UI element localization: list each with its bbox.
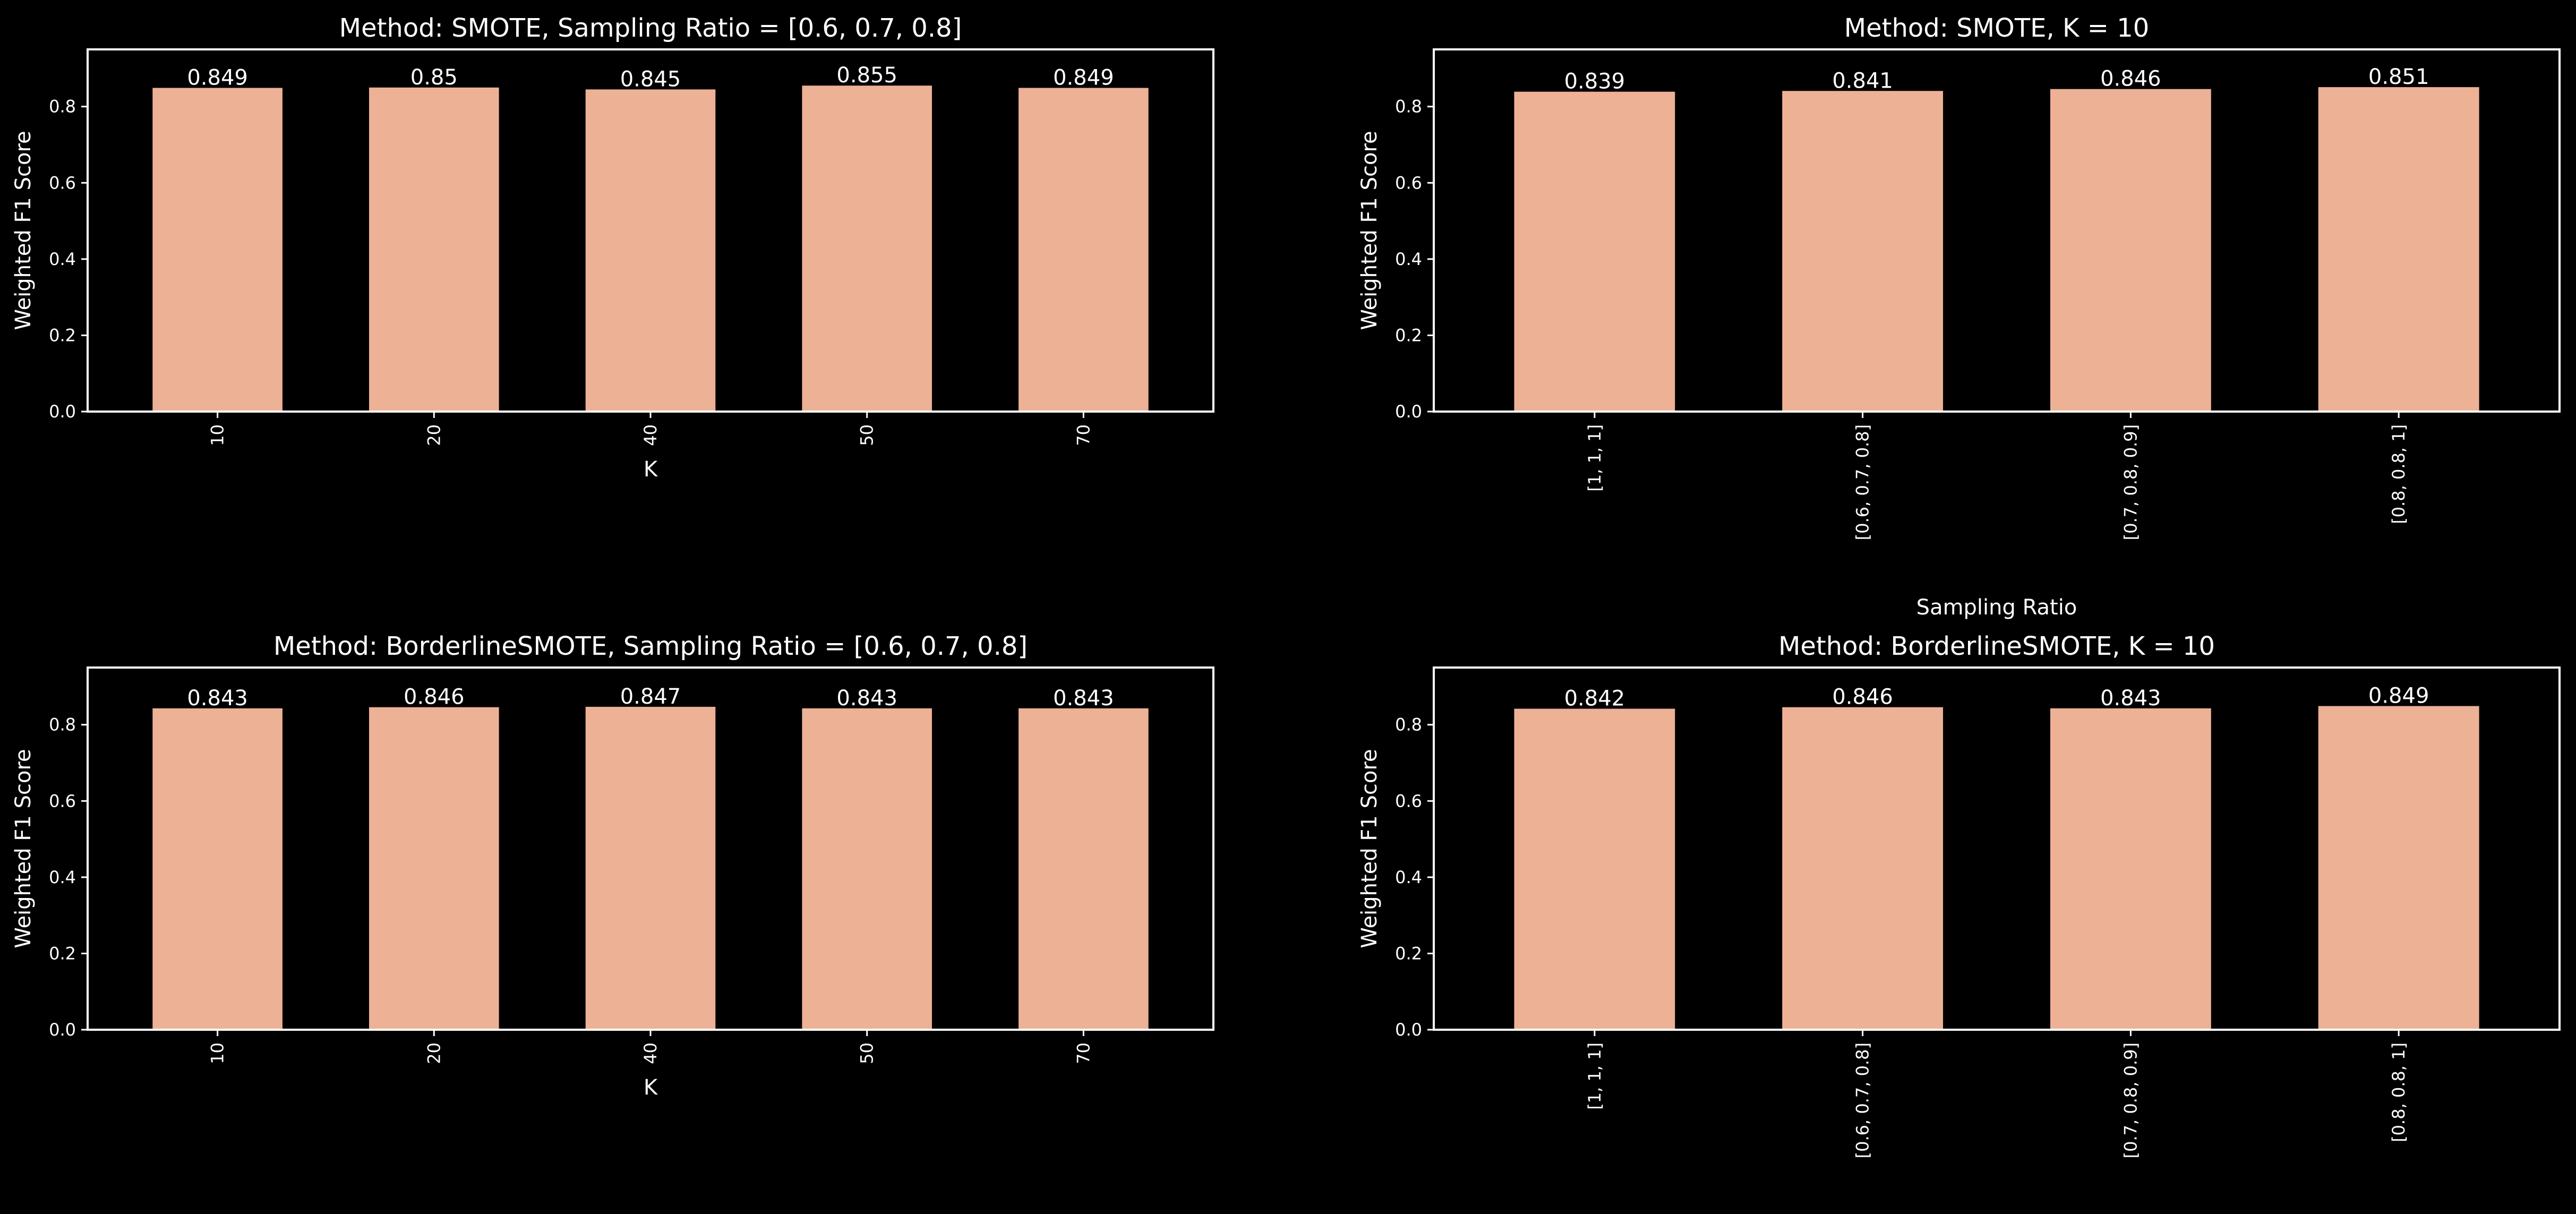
chart-panel-3: 0.843 0.846 0.847 0.843 0.843 0.0 0.2 0.4 0.6 0.8… xyxy=(11,631,1214,1100)
bar-value-label: 0.846 xyxy=(1832,685,1893,709)
chart-title: Method: BorderlineSMOTE, K = 10 xyxy=(1778,631,2215,661)
bar-3 xyxy=(585,89,716,412)
y-axis-label: Weighted F1 Score xyxy=(11,749,36,948)
bar-value-label: 0.855 xyxy=(836,63,897,88)
x-axis-label: K xyxy=(644,1075,658,1100)
bar-5 xyxy=(1019,88,1149,412)
x-tick-label: 40 xyxy=(640,1042,661,1064)
x-tick-label: 10 xyxy=(208,1042,228,1064)
axes-frame xyxy=(1433,666,2561,1031)
x-axis-label: K xyxy=(644,457,658,482)
y-tick-label: 0.8 xyxy=(1395,97,1422,117)
y-axis-label: Weighted F1 Score xyxy=(1357,131,1382,330)
x-tick-label: 20 xyxy=(424,1042,444,1064)
chart-title: Method: BorderlineSMOTE, Sampling Ratio … xyxy=(273,631,1028,661)
x-tick-label: 20 xyxy=(424,424,444,446)
bar-2 xyxy=(369,87,499,412)
bar-value-label: 0.846 xyxy=(2100,67,2161,91)
chart-panel-4: 0.842 0.846 0.843 0.849 0.0 0.2 0.4 0.6 0.8 [1, 1… xyxy=(1357,631,2561,1214)
x-tick-label: 50 xyxy=(857,424,877,446)
x-tick-label: 40 xyxy=(640,424,661,446)
x-tick-label: [1, 1, 1] xyxy=(1585,424,1605,492)
y-tick-label: 0.2 xyxy=(1395,943,1422,963)
bar-1 xyxy=(1514,708,1675,1030)
x-axis-label: Sampling Ratio xyxy=(1916,595,2077,620)
bar-3 xyxy=(585,706,716,1030)
y-tick-label: 0.2 xyxy=(49,943,76,963)
bar-value-label: 0.849 xyxy=(2368,684,2429,708)
bar-value-label: 0.843 xyxy=(2100,686,2161,711)
bar-4 xyxy=(2318,706,2479,1030)
x-tick-label: 50 xyxy=(857,1042,877,1064)
y-tick-label: 0.2 xyxy=(49,325,76,345)
y-tick-label: 0.4 xyxy=(49,867,76,887)
bar-3 xyxy=(2050,89,2211,412)
y-tick-label: 0.0 xyxy=(49,1020,76,1040)
bar-1 xyxy=(1514,91,1675,412)
bar-4 xyxy=(802,708,932,1030)
bar-value-label: 0.851 xyxy=(2368,65,2429,89)
bar-2 xyxy=(369,707,499,1030)
x-tick-label: 70 xyxy=(1073,1042,1093,1064)
y-tick-label: 0.6 xyxy=(1395,173,1422,193)
y-tick-label: 0.2 xyxy=(1395,325,1422,345)
bar-value-label: 0.843 xyxy=(836,686,897,711)
x-tick-label: [0.7, 0.8, 0.9] xyxy=(2120,1042,2141,1158)
y-tick-label: 0.8 xyxy=(49,715,76,735)
y-tick-label: 0.8 xyxy=(1395,715,1422,735)
x-tick-label: [0.8, 0.8, 1] xyxy=(2389,1042,2409,1142)
bar-value-label: 0.843 xyxy=(187,686,248,711)
bar-value-label: 0.841 xyxy=(1832,69,1893,93)
x-tick-label: 10 xyxy=(208,424,228,446)
bar-2 xyxy=(1782,91,1944,412)
chart-panel-2: 0.839 0.841 0.846 0.851 0.0 0.2 0.4 0.6 0.8 [1, 1… xyxy=(1357,13,2561,620)
bar-2 xyxy=(1782,707,1944,1030)
bar-value-label: 0.849 xyxy=(1053,66,1114,90)
bar-4 xyxy=(2318,87,2479,412)
chart-title: Method: SMOTE, Sampling Ratio = [0.6, 0.… xyxy=(339,13,962,43)
axes-frame xyxy=(1433,48,2561,413)
y-tick-label: 0.4 xyxy=(1395,867,1422,887)
y-axis-label: Weighted F1 Score xyxy=(1357,749,1382,948)
y-tick-label: 0.6 xyxy=(1395,791,1422,811)
x-tick-label: [0.8, 0.8, 1] xyxy=(2389,424,2409,524)
y-tick-label: 0.6 xyxy=(49,791,76,811)
bar-value-label: 0.85 xyxy=(410,65,458,90)
bar-4 xyxy=(802,86,932,412)
bar-1 xyxy=(152,708,283,1030)
chart-title: Method: SMOTE, K = 10 xyxy=(1844,13,2150,43)
y-tick-label: 0.0 xyxy=(1395,401,1422,422)
y-tick-label: 0.4 xyxy=(49,249,76,269)
bar-5 xyxy=(1019,708,1149,1030)
bar-value-label: 0.842 xyxy=(1564,687,1625,711)
y-tick-label: 0.0 xyxy=(49,401,76,422)
x-tick-label: [0.6, 0.7, 0.8] xyxy=(1853,1042,1873,1158)
bar-value-label: 0.839 xyxy=(1564,70,1625,94)
x-tick-label: [0.6, 0.7, 0.8] xyxy=(1853,424,1873,540)
x-tick-label: 70 xyxy=(1073,424,1093,446)
x-tick-label: [1, 1, 1] xyxy=(1585,1042,1605,1110)
bar-value-label: 0.843 xyxy=(1053,686,1114,711)
bar-1 xyxy=(152,88,283,412)
y-tick-label: 0.8 xyxy=(49,97,76,117)
chart-panel-1: 0.849 0.85 0.845 0.855 0.849 0.0 0.2 0.4 0.6 0.8 1… xyxy=(11,13,1214,482)
y-tick-label: 0.0 xyxy=(1395,1020,1422,1040)
bar-value-label: 0.847 xyxy=(620,685,681,709)
bar-value-label: 0.846 xyxy=(404,685,465,709)
y-axis-label: Weighted F1 Score xyxy=(11,131,36,330)
bar-value-label: 0.845 xyxy=(620,67,681,91)
y-tick-label: 0.6 xyxy=(49,173,76,193)
y-tick-label: 0.4 xyxy=(1395,249,1422,269)
x-tick-label: [0.7, 0.8, 0.9] xyxy=(2120,424,2141,540)
bar-value-label: 0.849 xyxy=(187,66,248,90)
bar-3 xyxy=(2050,708,2211,1030)
